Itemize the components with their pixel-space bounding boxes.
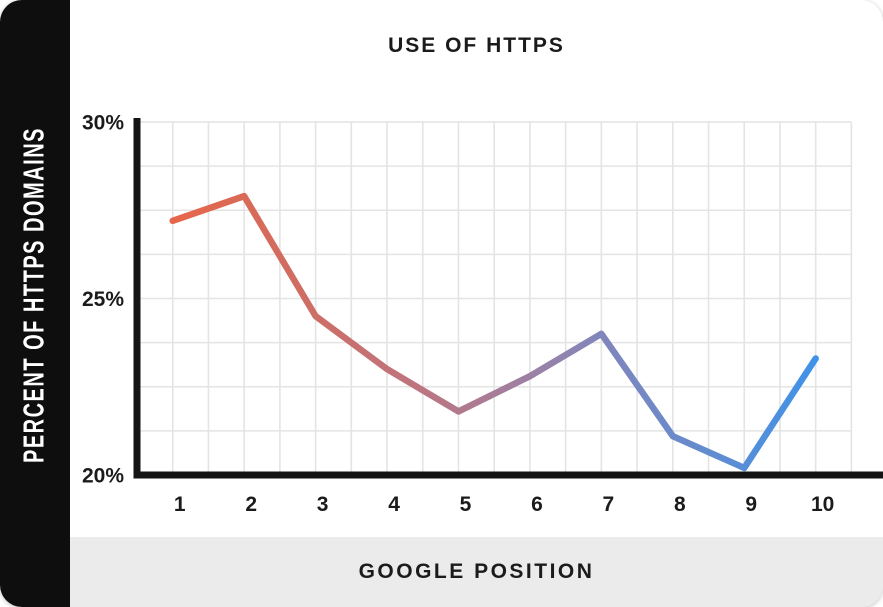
x-tick-labels: 1 2 3 4 5 6 7 8 9 10 (174, 493, 834, 516)
x-tick-label: 2 (245, 493, 257, 516)
x-tick-label: 7 (603, 493, 615, 516)
y-tick-label: 20% (82, 465, 124, 488)
chart-title: USE OF HTTPS (388, 34, 565, 57)
x-tick-label: 5 (460, 493, 472, 516)
y-axis-title: PERCENT OF HTTPS DOMAINS (18, 127, 51, 464)
x-tick-label: 1 (174, 493, 186, 516)
https-trend-line (169, 192, 819, 472)
x-axis-title: GOOGLE POSITION (358, 560, 595, 583)
x-tick-label: 6 (531, 493, 543, 516)
y-axis-title-bar: PERCENT OF HTTPS DOMAINS (0, 0, 70, 607)
x-tick-label: 9 (745, 493, 757, 516)
y-tick-label: 25% (82, 288, 124, 311)
axes (133, 118, 883, 479)
x-axis-title-bar: GOOGLE POSITION (70, 537, 883, 607)
x-tick-label: 3 (317, 493, 329, 516)
x-tick-label: 8 (674, 493, 686, 516)
x-tick-label: 4 (388, 493, 400, 516)
y-tick-label: 30% (82, 112, 124, 135)
x-tick-label: 10 (811, 493, 834, 516)
gridlines (137, 121, 853, 476)
y-tick-labels: 30% 25% 20% (82, 112, 124, 488)
